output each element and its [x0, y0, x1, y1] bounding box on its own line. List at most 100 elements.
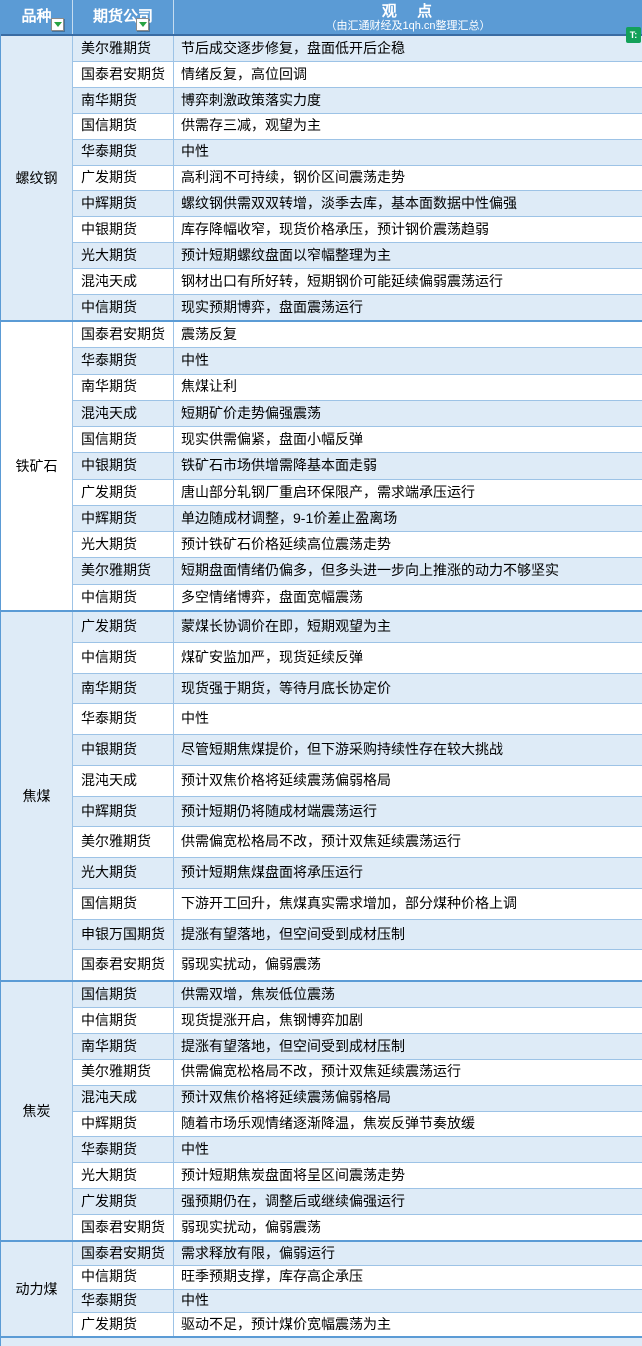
table-row: 广发期货 强预期仍在，调整后或继续偏强运行 [73, 1189, 642, 1216]
commodity-section: 铁矿石 国泰君安期货 震荡反复 华泰期货 中性 南华期货 焦煤让利 混沌天成 短期矿价走势偏强震… [1, 322, 642, 612]
company-cell: 华泰期货 [73, 1137, 174, 1163]
table-row: 中信期货 多空情绪博弈，盘面宽幅震荡 [73, 584, 642, 610]
company-cell: 南华期货 [73, 374, 174, 400]
variety-filter-button[interactable] [51, 18, 64, 31]
view-cell: 短期盘面情绪仍偏多，但多头进一步向上推涨的动力不够坚实 [181, 562, 559, 579]
company-cell: 美尔雅期货 [73, 827, 174, 857]
table-row: 中银期货 尽管短期焦煤提价，但下游采购持续性存在较大挑战 [73, 735, 642, 766]
view-cell: 现货强于期货，等待月底长协定价 [181, 679, 391, 696]
view-cell: 高利润不可持续，钢价区间震荡走势 [181, 169, 405, 186]
table-row: 中银期货 库存降幅收窄，现货价格承压，预计钢价震荡趋弱 [73, 217, 642, 244]
section-rows: 国泰君安期货 震荡反复 华泰期货 中性 南华期货 焦煤让利 混沌天成 短期矿价走势偏强震荡 国信… [73, 322, 642, 610]
table-row: 华泰期货 中性 [73, 704, 642, 735]
filter-arrow-icon [53, 22, 62, 27]
view-cell: 驱动不足，预计煤价宽幅震荡为主 [181, 1315, 391, 1332]
table-row: 中银期货 铁矿石市场供增需降基本面走弱 [73, 453, 642, 480]
company-cell: 国泰君安期货 [73, 950, 174, 980]
table-row: 国信期货 供需双增，焦炭低位震荡 [73, 982, 642, 1008]
company-cell: 广发期货 [73, 1313, 174, 1336]
company-cell: 广发期货 [73, 1189, 174, 1215]
company-cell: 广发期货 [73, 612, 174, 642]
table-row: 国泰君安期货 需求释放有限，偏弱运行 [73, 1242, 642, 1266]
view-cell: 震荡反复 [181, 325, 237, 342]
company-cell: 中辉期货 [73, 796, 174, 827]
company-cell: 南华期货 [73, 673, 174, 704]
header-company: 期货公司 [73, 0, 174, 34]
company-cell: 光大期货 [73, 1163, 174, 1189]
table-row: 中信期货 旺季预期支撑，库存高企承压 [73, 1265, 642, 1290]
company-cell: 中信期货 [73, 1265, 174, 1289]
view-cell: 预计双焦价格将延续震荡偏弱格局 [181, 771, 391, 788]
company-cell: 混沌天成 [73, 269, 174, 295]
company-cell: 广发期货 [73, 479, 174, 505]
table-row: 国信期货 现实供需偏紧，盘面小幅反弹 [73, 427, 642, 454]
header-view-subtitle: （由汇通财经及1qh.cn整理汇总） [325, 19, 491, 32]
view-cell: 唐山部分轧钢厂重启环保限产，需求端承压运行 [181, 483, 475, 500]
header-view: 观 点 （由汇通财经及1qh.cn整理汇总） [174, 0, 642, 34]
company-cell: 华泰期货 [73, 1289, 174, 1313]
view-cell: 短期矿价走势偏强震荡 [181, 404, 321, 421]
header-variety: 品种 [1, 0, 73, 34]
table-row: 光大期货 预计短期螺纹盘面以窄幅整理为主 [73, 243, 642, 270]
view-cell: 煤矿安监加严，现货延续反弹 [181, 648, 363, 665]
view-cell: 提涨有望落地，但空间受到成材压制 [181, 1037, 405, 1054]
company-cell: 南华期货 [73, 1033, 174, 1059]
table-header: 品种 期货公司 观 点 （由汇通财经及1qh.cn整理汇总） [1, 0, 642, 36]
variety-cell: 螺纹钢 [1, 36, 73, 320]
view-cell: 现实供需偏紧，盘面小幅反弹 [181, 431, 363, 447]
table-row: 南华期货 现货强于期货，等待月底长协定价 [73, 673, 642, 705]
table-row: 华泰期货 中性 [73, 348, 642, 375]
table-row: 国泰君安期货 震荡反复 [73, 322, 642, 349]
table-row: 中信期货 煤矿安监加严，现货延续反弹 [73, 642, 642, 674]
variety-cell: 焦煤 [1, 612, 73, 980]
table-row: 华泰期货 中性 [73, 1289, 642, 1314]
table-row: 中辉期货 随着市场乐观情绪逐渐降温，焦炭反弹节奏放缓 [73, 1111, 642, 1138]
company-cell: 国信期货 [73, 888, 174, 919]
section-rows: 美尔雅期货 节后成交逐步修复，盘面低开后企稳 国泰君安期货 情绪反复，高位回调 南华期货… [73, 36, 642, 320]
section-rows: 国信期货 供需双增，焦炭低位震荡 中信期货 现货提涨开启，焦钢博弈加剧 南华期货 提涨有望… [73, 982, 642, 1241]
view-cell: 博弈刺激政策落实力度 [181, 91, 321, 108]
table-row: 国泰君安期货 弱现实扰动，偏弱震荡 [73, 1215, 642, 1241]
view-cell: 蒙煤长协调价在即，短期观望为主 [181, 618, 391, 635]
company-filter-button[interactable] [136, 18, 149, 31]
variety-cell: 铁矿石 [1, 322, 73, 610]
table-row: 混沌天成 预计双焦价格将延续震荡偏弱格局 [73, 765, 642, 797]
table-row: 混沌天成 钢材出口有所好转，短期钢价可能延续偏弱震荡运行 [73, 269, 642, 296]
table-row: 美尔雅期货 节后成交逐步修复，盘面低开后企稳 [73, 36, 642, 62]
view-cell: 中性 [181, 143, 209, 160]
view-cell: 供需偏宽松格局不改，预计双焦延续震荡运行 [181, 833, 461, 850]
table-row: 广发期货 唐山部分轧钢厂重启环保限产，需求端承压运行 [73, 479, 642, 506]
company-cell: 国信期货 [73, 427, 174, 453]
view-cell: 多空情绪博弈，盘面宽幅震荡 [181, 588, 363, 605]
view-cell: 提涨有望落地，但空间受到成材压制 [181, 925, 405, 942]
company-cell: 光大期货 [73, 243, 174, 269]
company-cell: 中银期货 [73, 735, 174, 765]
table-row: 南华期货 焦煤让利 [73, 374, 642, 401]
table-row: 国信期货 供需存三减，观望为主 [73, 113, 642, 140]
view-cell: 钢材出口有所好转，短期钢价可能延续偏弱震荡运行 [181, 272, 503, 289]
table-row: 广发期货 高利润不可持续，钢价区间震荡走势 [73, 165, 642, 192]
table-row: 南华期货 提涨有望落地，但空间受到成材压制 [73, 1033, 642, 1060]
company-cell: 申银万国期货 [73, 919, 174, 950]
view-cell: 供需存三减，观望为主 [181, 117, 321, 134]
table-row: 中信期货 现货提涨开启，焦钢博弈加剧 [73, 1007, 642, 1034]
company-cell: 广发期货 [73, 165, 174, 191]
company-cell: 美尔雅期货 [73, 1059, 174, 1085]
company-cell: 国泰君安期货 [73, 1242, 174, 1265]
company-cell: 混沌天成 [73, 1085, 174, 1111]
view-cell: 强预期仍在，调整后或继续偏强运行 [181, 1193, 405, 1209]
company-cell: 中信期货 [73, 584, 174, 610]
company-cell: 混沌天成 [73, 765, 174, 796]
company-cell: 美尔雅期货 [73, 558, 174, 584]
company-cell: 南华期货 [73, 87, 174, 113]
brand-logo-icon[interactable]: T: [626, 27, 641, 43]
view-cell: 中性 [181, 352, 209, 369]
view-cell: 供需双增，焦炭低位震荡 [181, 985, 335, 1002]
header-variety-label: 品种 [21, 7, 52, 25]
company-cell: 华泰期货 [73, 348, 174, 374]
view-cell: 中性 [181, 1292, 209, 1309]
company-cell: 光大期货 [73, 532, 174, 558]
view-cell: 预计短期螺纹盘面以窄幅整理为主 [181, 247, 391, 263]
company-cell: 国泰君安期货 [73, 61, 174, 87]
company-cell: 国泰君安期货 [73, 322, 174, 348]
